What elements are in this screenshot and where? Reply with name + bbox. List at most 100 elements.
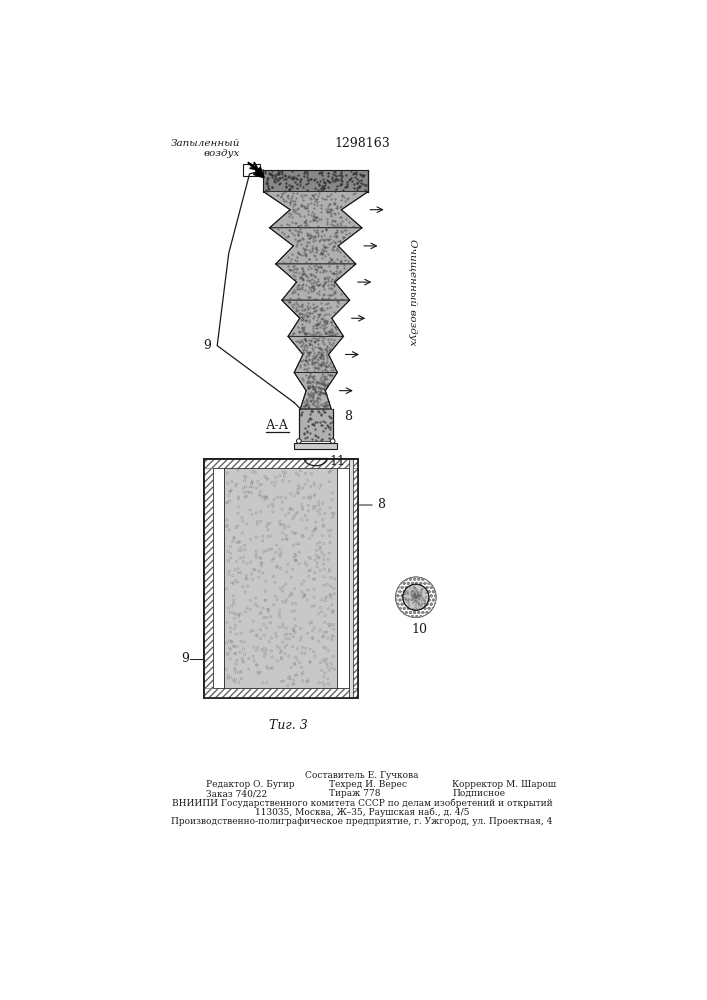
Point: [321, 417, 332, 433]
Point: [302, 175, 313, 191]
Point: [325, 586, 336, 602]
Point: [318, 551, 329, 567]
Point: [317, 402, 329, 418]
Point: [305, 478, 317, 494]
Point: [288, 171, 299, 187]
Point: [407, 601, 419, 617]
Point: [305, 490, 316, 506]
Point: [322, 179, 333, 195]
Point: [247, 623, 258, 639]
Point: [316, 432, 327, 448]
Text: Очищенный воздух: Очищенный воздух: [408, 239, 417, 346]
Point: [233, 489, 244, 505]
Point: [287, 561, 298, 577]
Point: [277, 494, 288, 510]
Point: [274, 170, 285, 186]
Point: [354, 166, 366, 182]
Text: 11: 11: [329, 455, 346, 468]
Point: [252, 473, 264, 489]
Point: [288, 170, 299, 186]
Point: [326, 628, 337, 644]
Point: [228, 588, 239, 604]
Point: [308, 501, 320, 517]
Point: [323, 643, 334, 659]
Point: [227, 568, 238, 584]
Point: [301, 429, 312, 445]
Point: [296, 404, 308, 420]
Point: [402, 583, 413, 599]
Point: [410, 582, 421, 598]
Point: [233, 608, 245, 624]
Bar: [349, 459, 354, 698]
Point: [250, 465, 261, 481]
Point: [305, 489, 316, 505]
Point: [400, 591, 411, 607]
Point: [233, 561, 244, 577]
Point: [324, 545, 335, 561]
Point: [413, 588, 424, 604]
Point: [273, 165, 284, 181]
Point: [402, 585, 414, 601]
Point: [277, 531, 288, 547]
Point: [326, 414, 337, 430]
Point: [297, 501, 308, 517]
Point: [411, 595, 423, 611]
Point: [240, 541, 251, 557]
Point: [266, 643, 277, 659]
Point: [228, 638, 240, 654]
Point: [245, 592, 256, 608]
Point: [246, 475, 257, 491]
Point: [404, 598, 415, 614]
Point: [307, 431, 318, 447]
Point: [276, 545, 288, 561]
Point: [271, 558, 283, 574]
Point: [245, 623, 257, 639]
Point: [330, 171, 341, 187]
Point: [324, 561, 335, 577]
Point: [294, 172, 305, 188]
Point: [308, 475, 320, 491]
Point: [318, 639, 329, 655]
Point: [264, 166, 276, 182]
Text: 10: 10: [411, 623, 428, 636]
Point: [307, 622, 318, 638]
Point: [325, 410, 337, 426]
Point: [305, 403, 317, 419]
Point: [252, 598, 263, 614]
Point: [274, 603, 285, 619]
Point: [287, 639, 298, 655]
Point: [251, 480, 262, 496]
Point: [232, 574, 243, 590]
Point: [293, 485, 304, 501]
Point: [327, 173, 339, 189]
Point: [274, 619, 285, 635]
Point: [235, 633, 247, 649]
Point: [297, 480, 308, 496]
Point: [295, 632, 306, 648]
Point: [325, 500, 336, 516]
Point: [262, 661, 274, 677]
Point: [327, 171, 338, 187]
Point: [413, 588, 424, 604]
Point: [316, 164, 327, 180]
Point: [327, 166, 339, 182]
Point: [277, 616, 288, 632]
Point: [283, 648, 294, 664]
Point: [327, 509, 338, 525]
Point: [329, 173, 341, 189]
Point: [267, 475, 278, 491]
Point: [290, 618, 301, 634]
Point: [297, 499, 308, 515]
Point: [354, 178, 366, 194]
Point: [225, 550, 236, 566]
Point: [412, 588, 423, 604]
Text: ВНИИПИ Государственного комитета СССР по делам изобретений и открытий: ВНИИПИ Государственного комитета СССР по…: [172, 798, 552, 808]
Point: [276, 650, 287, 666]
Point: [354, 173, 365, 189]
Point: [262, 178, 274, 194]
Text: Тираж 778: Тираж 778: [329, 789, 380, 798]
Point: [262, 601, 274, 617]
Point: [326, 462, 337, 478]
Point: [297, 528, 308, 544]
Text: 8: 8: [344, 410, 352, 423]
